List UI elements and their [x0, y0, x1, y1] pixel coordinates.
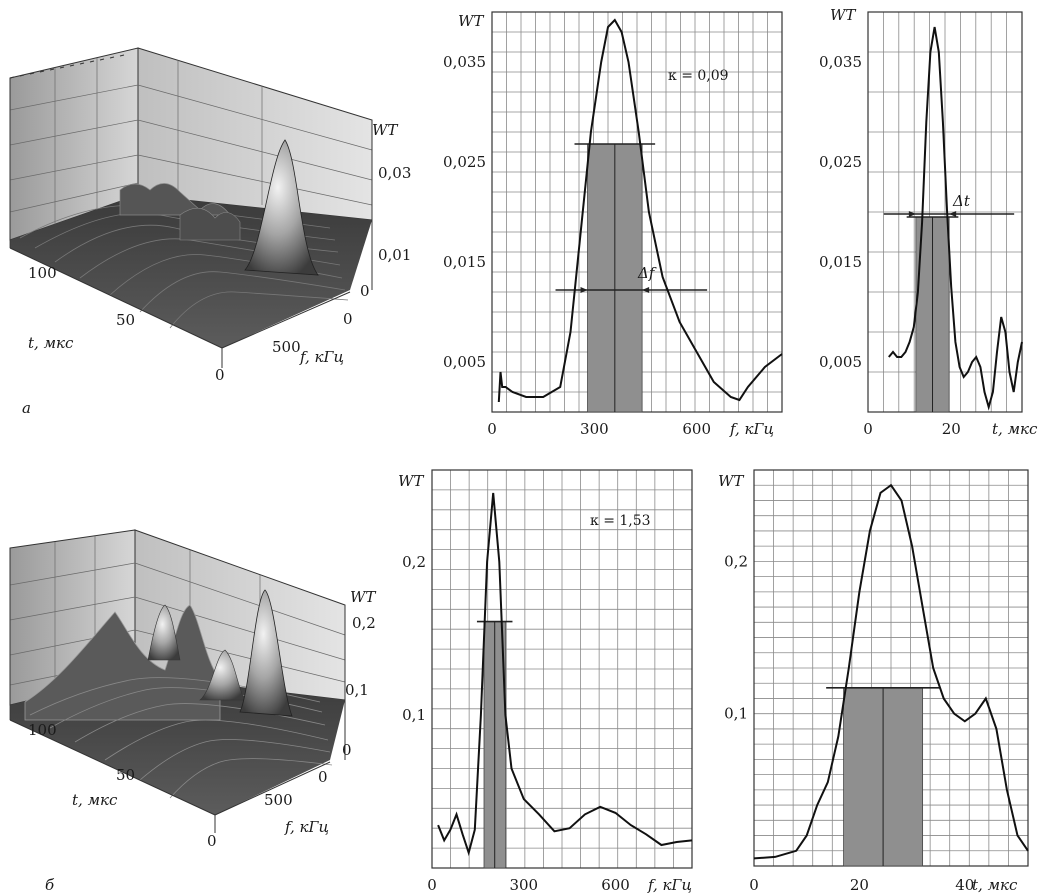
b-surface-x-tick-0: 0	[207, 832, 217, 850]
a-freq-x-tick-label: 0	[487, 420, 497, 438]
a-freq-y-tick-label: 0,005	[443, 353, 486, 371]
b-time-x-tick-label: 40	[955, 876, 974, 893]
a-surface-x-tick-1: 50	[116, 311, 135, 329]
panel-label-a: а	[22, 399, 31, 417]
a-time-y-tick-label: 0,025	[819, 153, 862, 171]
a-freq-width-label: Δf	[637, 264, 657, 282]
b-freq-y-axis-label: WT	[398, 472, 424, 490]
a-time-y-tick-label: 0,035	[819, 53, 862, 71]
a-time-y-tick-label: 0,005	[819, 353, 862, 371]
a-surface-y-tick-0: 0	[343, 310, 353, 328]
b-surface-y-label: f, кГц	[284, 818, 329, 836]
a-freq-x-axis-label: f, кГц	[729, 420, 774, 438]
b-surface-z-tick-2: 0,2	[352, 614, 376, 632]
b-freq-y-tick-label: 0,1	[402, 706, 426, 724]
a-freq-y-tick-label: 0,015	[443, 253, 486, 271]
a-time-series-line	[888, 26, 1023, 411]
b-surface-z-tick-1: 0,1	[345, 681, 369, 699]
chart-a-time: 0 20 0,005 0,015 0,025 0,035 WT t, мкс Δt	[819, 6, 1038, 438]
b-time-y-tick-label: 0,2	[724, 552, 748, 570]
a-time-y-tick-label: 0,015	[819, 253, 862, 271]
a-surface-z-tick-2: 0,03	[378, 164, 411, 182]
b-freq-frame	[431, 469, 693, 869]
b-time-y-axis-label: WT	[718, 472, 744, 490]
a-freq-series-line	[497, 18, 783, 403]
b-freq-x-tick-label: 300	[509, 876, 538, 893]
chart-b-time: 0 20 40 0,1 0,2 WT t, мкс	[718, 469, 1029, 893]
b-surface-x-label: t, мкс	[72, 791, 118, 809]
surface-b: 0 0,1 0,2 WT 0 50 100 t, мкс 0 500 f, кГ…	[9, 529, 376, 850]
b-time-x-axis-label: t, мкс	[972, 876, 1018, 893]
a-freq-y-tick-label: 0,035	[443, 53, 486, 71]
b-freq-x-axis-label: f, кГц	[647, 876, 692, 893]
a-time-width-label: Δt	[952, 192, 971, 210]
a-time-x-tick-label: 20	[942, 420, 961, 438]
a-surface-y-tick-1: 500	[272, 338, 301, 356]
a-freq-x-tick-label: 300	[580, 420, 609, 438]
a-surface-y-label: f, кГц	[299, 348, 344, 366]
a-time-x-tick-label: 0	[863, 420, 873, 438]
b-freq-grid	[432, 470, 692, 868]
a-freq-x-tick-label: 600	[682, 420, 711, 438]
b-freq-y-tick-label: 0,2	[402, 553, 426, 571]
a-time-y-axis-label: WT	[830, 6, 856, 24]
chart-a-frequency: 0 300 600 0,005 0,015 0,025 0,035 WT f, кГц κ = 0…	[443, 11, 783, 438]
b-time-series-line	[753, 483, 1029, 860]
b-freq-x-tick-label: 600	[601, 876, 630, 893]
a-freq-kappa-annotation: κ = 0,09	[668, 68, 729, 84]
chart-b-frequency: 0 300 600 0,1 0,2 WT f, кГц κ = 1,53	[398, 469, 693, 893]
a-freq-y-tick-label: 0,025	[443, 153, 486, 171]
a-surface-z-label: WT	[372, 121, 398, 139]
b-surface-z-tick-0: 0	[342, 741, 352, 759]
a-surface-z-tick-1: 0,01	[378, 246, 411, 264]
b-freq-x-tick-label: 0	[427, 876, 437, 893]
surface-a-peak	[244, 139, 319, 276]
b-surface-x-tick-2: 100	[28, 721, 57, 739]
a-surface-x-tick-0: 0	[215, 366, 225, 384]
b-time-x-tick-label: 0	[749, 876, 759, 893]
a-surface-x-tick-2: 100	[28, 264, 57, 282]
surface-a: 0 0,01 0,03 WT 0 50 100 t, мкс 0 500 f, …	[9, 47, 411, 384]
panel-label-b: б	[45, 876, 55, 893]
b-surface-x-tick-1: 50	[116, 766, 135, 784]
b-freq-kappa-annotation: κ = 1,53	[590, 513, 651, 529]
a-freq-y-axis-label: WT	[458, 12, 484, 30]
b-surface-y-tick-0: 0	[318, 768, 328, 786]
b-time-x-tick-label: 20	[850, 876, 869, 893]
b-time-y-tick-label: 0,1	[724, 705, 748, 723]
b-freq-series-line	[437, 492, 693, 857]
a-time-grid	[868, 12, 1022, 412]
b-surface-y-tick-1: 500	[264, 791, 293, 809]
b-surface-z-label: WT	[350, 588, 376, 606]
surface-b-peak	[239, 589, 293, 717]
a-time-x-axis-label: t, мкс	[992, 420, 1038, 438]
a-surface-x-label: t, мкс	[28, 334, 74, 352]
a-surface-z-tick-0: 0	[360, 282, 370, 300]
